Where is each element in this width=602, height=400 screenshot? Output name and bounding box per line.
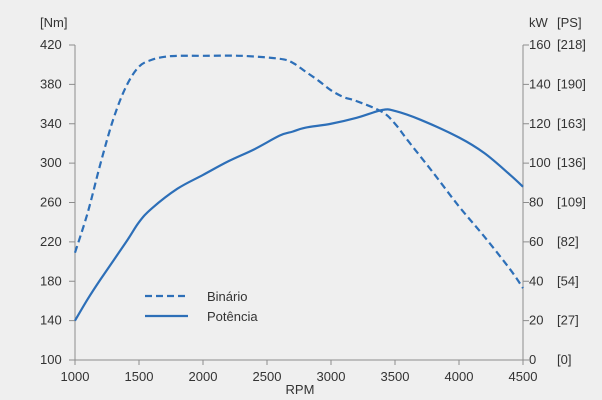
right-axis-kw-tick-label: 0 bbox=[529, 352, 536, 367]
x-axis-tick-label: 2000 bbox=[189, 369, 218, 384]
right-axis-kw-tick-label: 160 bbox=[529, 37, 551, 52]
right-axis-ps-tick-label: [163] bbox=[557, 116, 586, 131]
left-axis-tick-label: 340 bbox=[40, 116, 62, 131]
x-axis-tick-label: 3500 bbox=[381, 369, 410, 384]
left-axis-tick-label: 100 bbox=[40, 352, 62, 367]
right-axis-kw-tick-label: 80 bbox=[529, 195, 543, 210]
left-axis-tick-label: 140 bbox=[40, 313, 62, 328]
legend: Binário Potência bbox=[145, 289, 258, 324]
x-axis-tick-label: 2500 bbox=[253, 369, 282, 384]
right-axis-kw-tick-label: 40 bbox=[529, 273, 543, 288]
left-axis-unit-label: [Nm] bbox=[40, 15, 67, 30]
left-axis-tick-label: 260 bbox=[40, 195, 62, 210]
right-axis-ps-tick-label: [0] bbox=[557, 352, 571, 367]
right-axis-kw-tick-label: 20 bbox=[529, 313, 543, 328]
right-axis-ps-tick-label: [109] bbox=[557, 195, 586, 210]
right-axis-ps-unit-label: [PS] bbox=[557, 15, 582, 30]
left-axis-tick-label: 220 bbox=[40, 234, 62, 249]
legend-torque-label: Binário bbox=[207, 289, 247, 304]
left-axis-tick-label: 380 bbox=[40, 76, 62, 91]
x-axis-tick-label: 1000 bbox=[61, 369, 90, 384]
axes: 100 140 180 220 260 300 340 380 420 0 [0] 20 [27] 40 [… bbox=[40, 37, 586, 384]
x-axis-tick-label: 3000 bbox=[317, 369, 346, 384]
left-axis-tick-label: 300 bbox=[40, 155, 62, 170]
right-axis-ps-tick-label: [27] bbox=[557, 313, 579, 328]
right-axis-ps-tick-label: [190] bbox=[557, 76, 586, 91]
x-axis-tick-label: 4500 bbox=[509, 369, 538, 384]
right-axis-ps-tick-label: [218] bbox=[557, 37, 586, 52]
series-lines bbox=[73, 54, 524, 322]
right-axis-ps-tick-label: [136] bbox=[557, 155, 586, 170]
right-axis-kw-tick-label: 120 bbox=[529, 116, 551, 131]
x-axis-tick-label: 1500 bbox=[125, 369, 154, 384]
legend-power-label: Potência bbox=[207, 309, 258, 324]
x-axis-tick-label: 4000 bbox=[445, 369, 474, 384]
right-axis-ps-tick-label: [54] bbox=[557, 273, 579, 288]
right-axis-kw-unit-label: kW bbox=[529, 15, 549, 30]
x-axis-label: RPM bbox=[286, 382, 315, 395]
right-axis-kw-tick-label: 100 bbox=[529, 155, 551, 170]
left-axis-tick-label: 180 bbox=[40, 273, 62, 288]
power-line bbox=[74, 108, 524, 322]
right-axis-kw-tick-label: 60 bbox=[529, 234, 543, 249]
right-axis-ps-tick-label: [82] bbox=[557, 234, 579, 249]
right-axis-kw-tick-label: 140 bbox=[529, 76, 551, 91]
left-axis-tick-label: 420 bbox=[40, 37, 62, 52]
torque-line bbox=[73, 54, 524, 289]
